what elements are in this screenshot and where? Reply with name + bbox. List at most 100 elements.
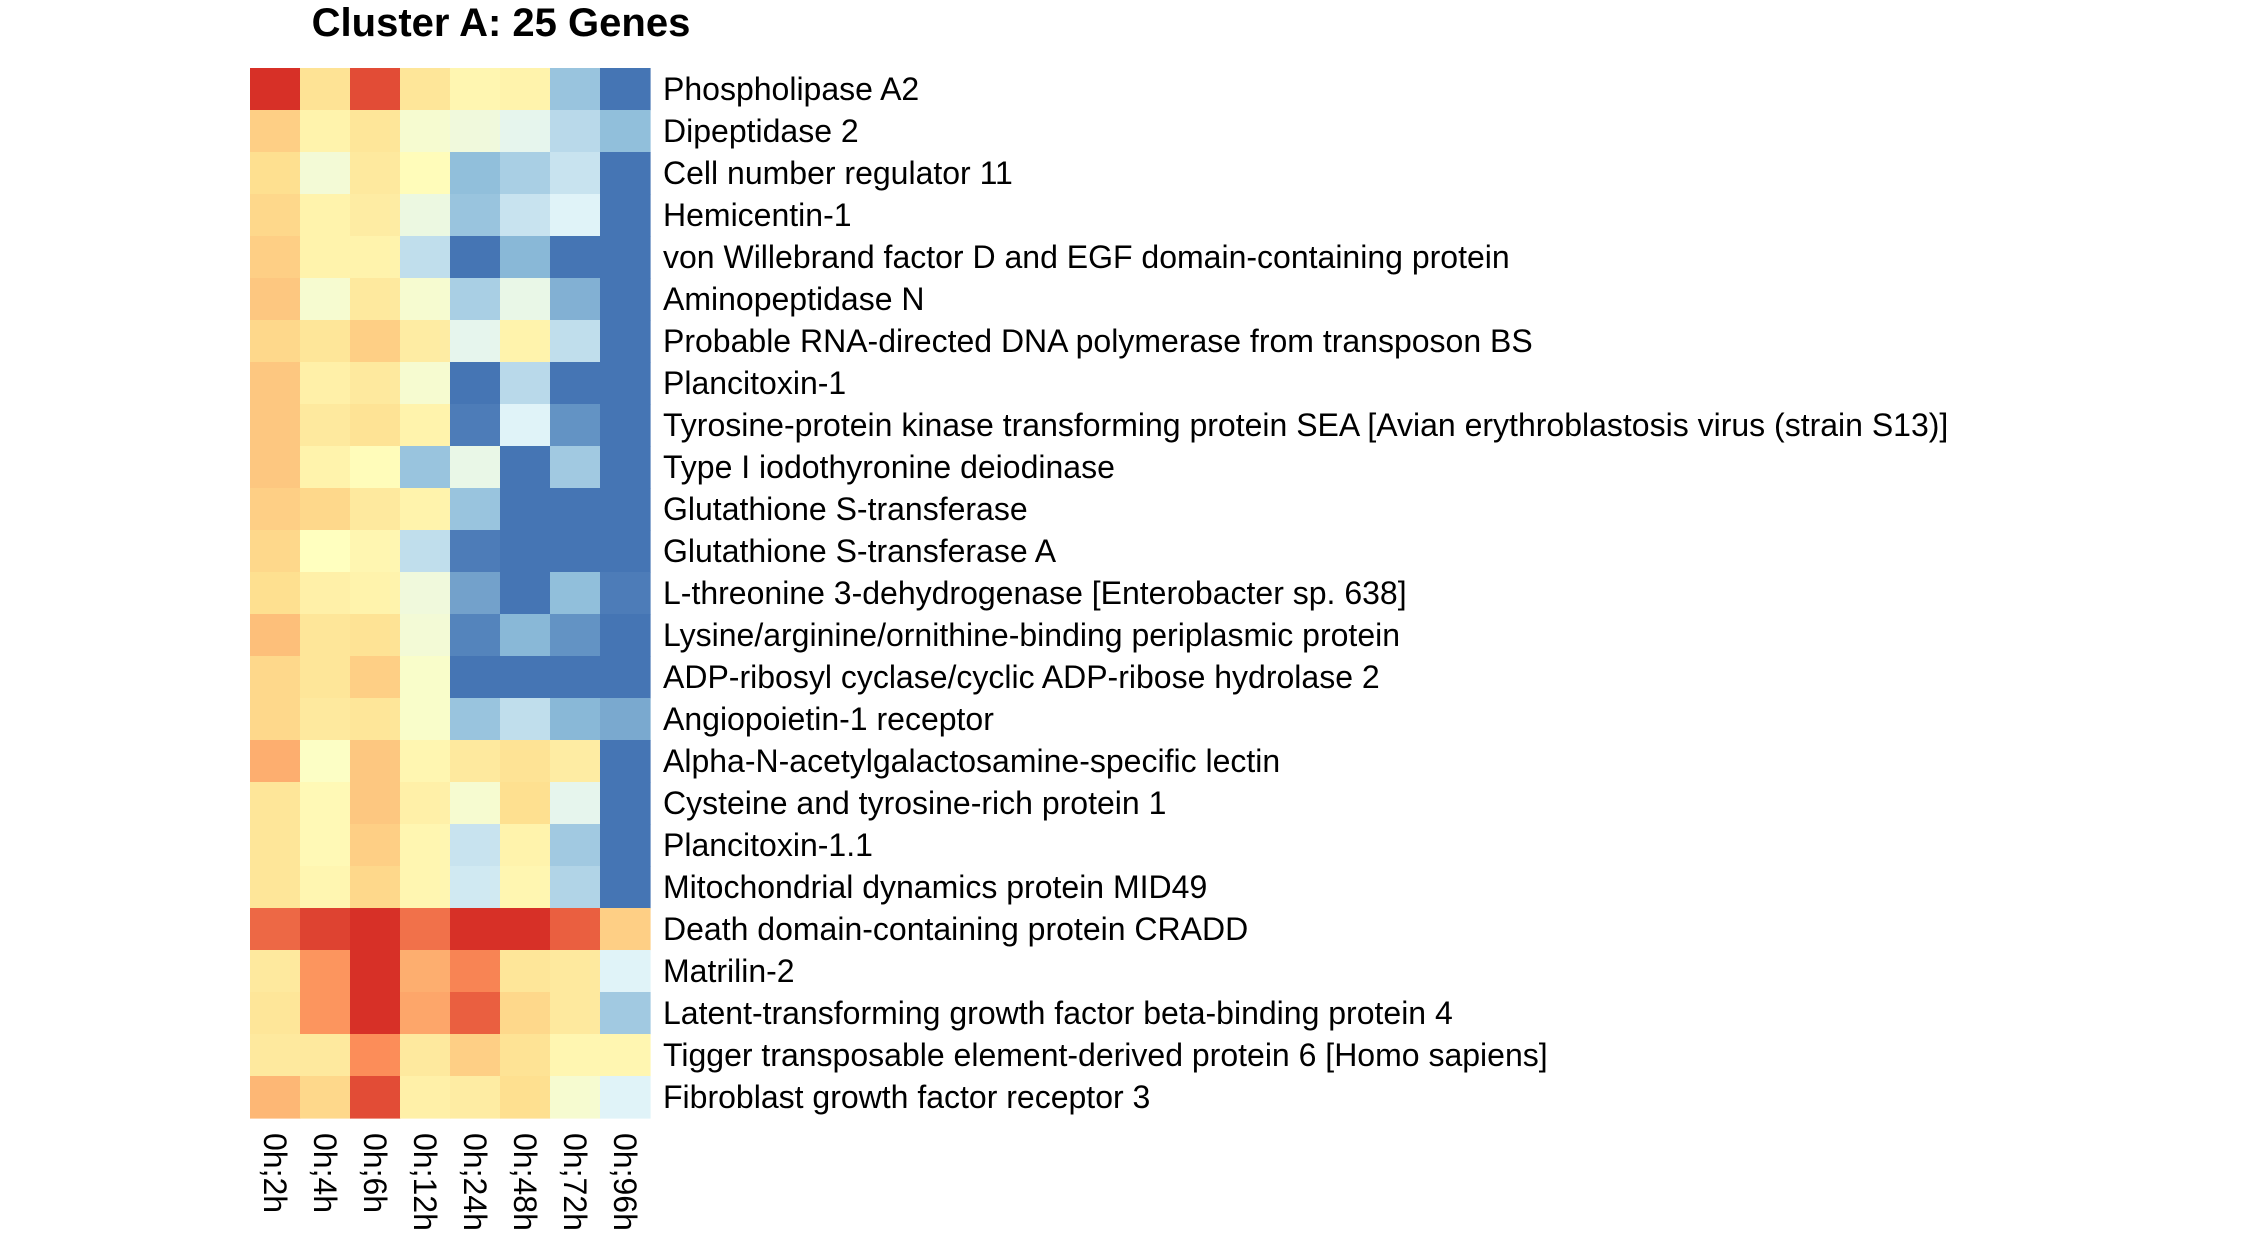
heatmap-cell	[400, 446, 451, 489]
heatmap-cell	[450, 698, 501, 741]
heatmap-cell	[550, 404, 601, 447]
heatmap-cell	[250, 614, 301, 657]
heatmap-cell	[500, 656, 551, 699]
heatmap-cell	[450, 152, 501, 195]
heatmap-cell	[500, 824, 551, 867]
heatmap-cell	[400, 1034, 451, 1077]
heatmap-cells	[250, 68, 651, 1119]
heatmap-cell	[250, 152, 301, 195]
column-label: 0h;96h	[607, 1133, 643, 1231]
column-labels: 0h;2h 0h;4h 0h;6h 0h;12h 0h;24h 0h;48h 0h;72h 0…	[257, 1133, 643, 1231]
heatmap-cell	[350, 278, 401, 321]
heatmap-cell	[400, 572, 451, 615]
heatmap-cell	[600, 236, 651, 279]
row-label: Cell number regulator 11	[663, 155, 1013, 191]
heatmap-cell	[300, 824, 351, 867]
heatmap-cell	[300, 362, 351, 405]
heatmap-cell	[450, 320, 501, 363]
heatmap-cell	[550, 530, 601, 573]
column-label: 0h;2h	[257, 1133, 293, 1213]
heatmap-cell	[550, 740, 601, 783]
heatmap-cell	[300, 656, 351, 699]
heatmap-cell	[600, 68, 651, 111]
heatmap-cell	[350, 488, 401, 531]
heatmap-cell	[500, 992, 551, 1035]
heatmap-cell	[550, 236, 601, 279]
heatmap-cell	[300, 68, 351, 111]
heatmap-cell	[350, 194, 401, 237]
heatmap-cell	[500, 110, 551, 153]
heatmap-cell	[350, 950, 401, 993]
heatmap-cell	[300, 278, 351, 321]
heatmap-cell	[250, 656, 301, 699]
heatmap-cell	[350, 824, 401, 867]
row-label: Death domain-containing protein CRADD	[663, 911, 1248, 947]
heatmap-cell	[450, 68, 501, 111]
heatmap-cell	[450, 824, 501, 867]
heatmap-cell	[400, 614, 451, 657]
heatmap-cell	[300, 614, 351, 657]
heatmap-cell	[600, 320, 651, 363]
heatmap-cell	[400, 1076, 451, 1119]
column-label: 0h;4h	[307, 1133, 343, 1213]
heatmap-cell	[300, 152, 351, 195]
heatmap-cell	[600, 530, 651, 573]
column-label: 0h;72h	[557, 1133, 593, 1231]
heatmap-cell	[300, 530, 351, 573]
heatmap-cell	[450, 782, 501, 825]
heatmap-cell	[300, 866, 351, 909]
heatmap-cell	[300, 992, 351, 1035]
heatmap-cell	[550, 320, 601, 363]
heatmap-cell	[400, 782, 451, 825]
heatmap-cell	[300, 446, 351, 489]
heatmap-cell	[250, 1034, 301, 1077]
heatmap-cell	[400, 68, 451, 111]
heatmap-cell	[250, 908, 301, 951]
heatmap-cell	[550, 614, 601, 657]
heatmap-cell	[500, 278, 551, 321]
heatmap-cell	[550, 1076, 601, 1119]
heatmap-cell	[550, 824, 601, 867]
heatmap-cell	[500, 698, 551, 741]
row-label: Plancitoxin-1	[663, 365, 846, 401]
heatmap-cell	[400, 236, 451, 279]
heatmap-cell	[350, 782, 401, 825]
row-label: Glutathione S-transferase	[663, 491, 1028, 527]
heatmap-cell	[450, 1076, 501, 1119]
column-label: 0h;6h	[357, 1133, 393, 1213]
heatmap-cell	[450, 572, 501, 615]
heatmap-cell	[350, 236, 401, 279]
heatmap-cell	[250, 782, 301, 825]
heatmap-cell	[550, 488, 601, 531]
row-label: Dipeptidase 2	[663, 113, 859, 149]
heatmap-cell	[300, 320, 351, 363]
heatmap-cell	[250, 824, 301, 867]
heatmap-cell	[400, 488, 451, 531]
heatmap-cell	[350, 908, 401, 951]
heatmap-cell	[350, 110, 401, 153]
heatmap-cell	[250, 530, 301, 573]
heatmap-cell	[450, 656, 501, 699]
heatmap-cell	[550, 866, 601, 909]
heatmap-cell	[450, 992, 501, 1035]
heatmap-cell	[400, 110, 451, 153]
heatmap-cell	[350, 866, 401, 909]
heatmap-cell	[600, 278, 651, 321]
heatmap-cell	[450, 446, 501, 489]
heatmap-cell	[600, 572, 651, 615]
heatmap-cell	[400, 698, 451, 741]
heatmap-cell	[600, 362, 651, 405]
heatmap-cell	[550, 782, 601, 825]
heatmap-cell	[600, 446, 651, 489]
row-label: Latent-transforming growth factor beta-b…	[663, 995, 1453, 1031]
heatmap-cell	[250, 698, 301, 741]
heatmap-cell	[350, 362, 401, 405]
heatmap-cell	[250, 68, 301, 111]
heatmap-cell	[300, 236, 351, 279]
heatmap-cell	[600, 1034, 651, 1077]
heatmap-cell	[400, 194, 451, 237]
heatmap-cell	[350, 68, 401, 111]
row-label: Plancitoxin-1.1	[663, 827, 873, 863]
heatmap-cell	[350, 740, 401, 783]
